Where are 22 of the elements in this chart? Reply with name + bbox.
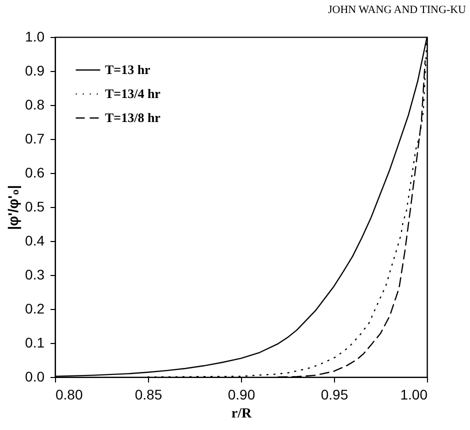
y-tick-label: 0.4 [25, 232, 45, 248]
x-axis-title: r/R [231, 406, 252, 422]
x-tick-label: 0.95 [320, 386, 348, 402]
x-tick-label: 0.85 [134, 386, 162, 402]
y-tick-label: 0.6 [25, 164, 45, 180]
legend-label: T=13/4 hr [105, 86, 161, 101]
y-tick-label: 1.0 [25, 28, 45, 44]
x-tick-label: 0.80 [56, 386, 83, 402]
y-tick-label: 0.3 [25, 266, 45, 282]
text: JOHN WANG AND TING-KU [328, 4, 466, 16]
y-tick-label: 0.1 [25, 334, 45, 350]
y-tick-label: 0.2 [25, 300, 45, 316]
x-tick-label: 1.00 [400, 386, 428, 402]
y-tick-label: 0.0 [25, 368, 45, 384]
y-tick-label: 0.9 [25, 62, 45, 78]
y-tick-label: 0.5 [25, 198, 45, 214]
x-tick-label: 0.90 [228, 386, 256, 402]
y-tick-label: 0.8 [25, 96, 45, 112]
y-axis-title: |φ'/φ'₀| [5, 185, 22, 230]
legend-label: T=13 hr [105, 62, 151, 77]
legend-label: T=13/8 hr [105, 110, 161, 125]
y-tick-label: 0.7 [25, 130, 45, 146]
